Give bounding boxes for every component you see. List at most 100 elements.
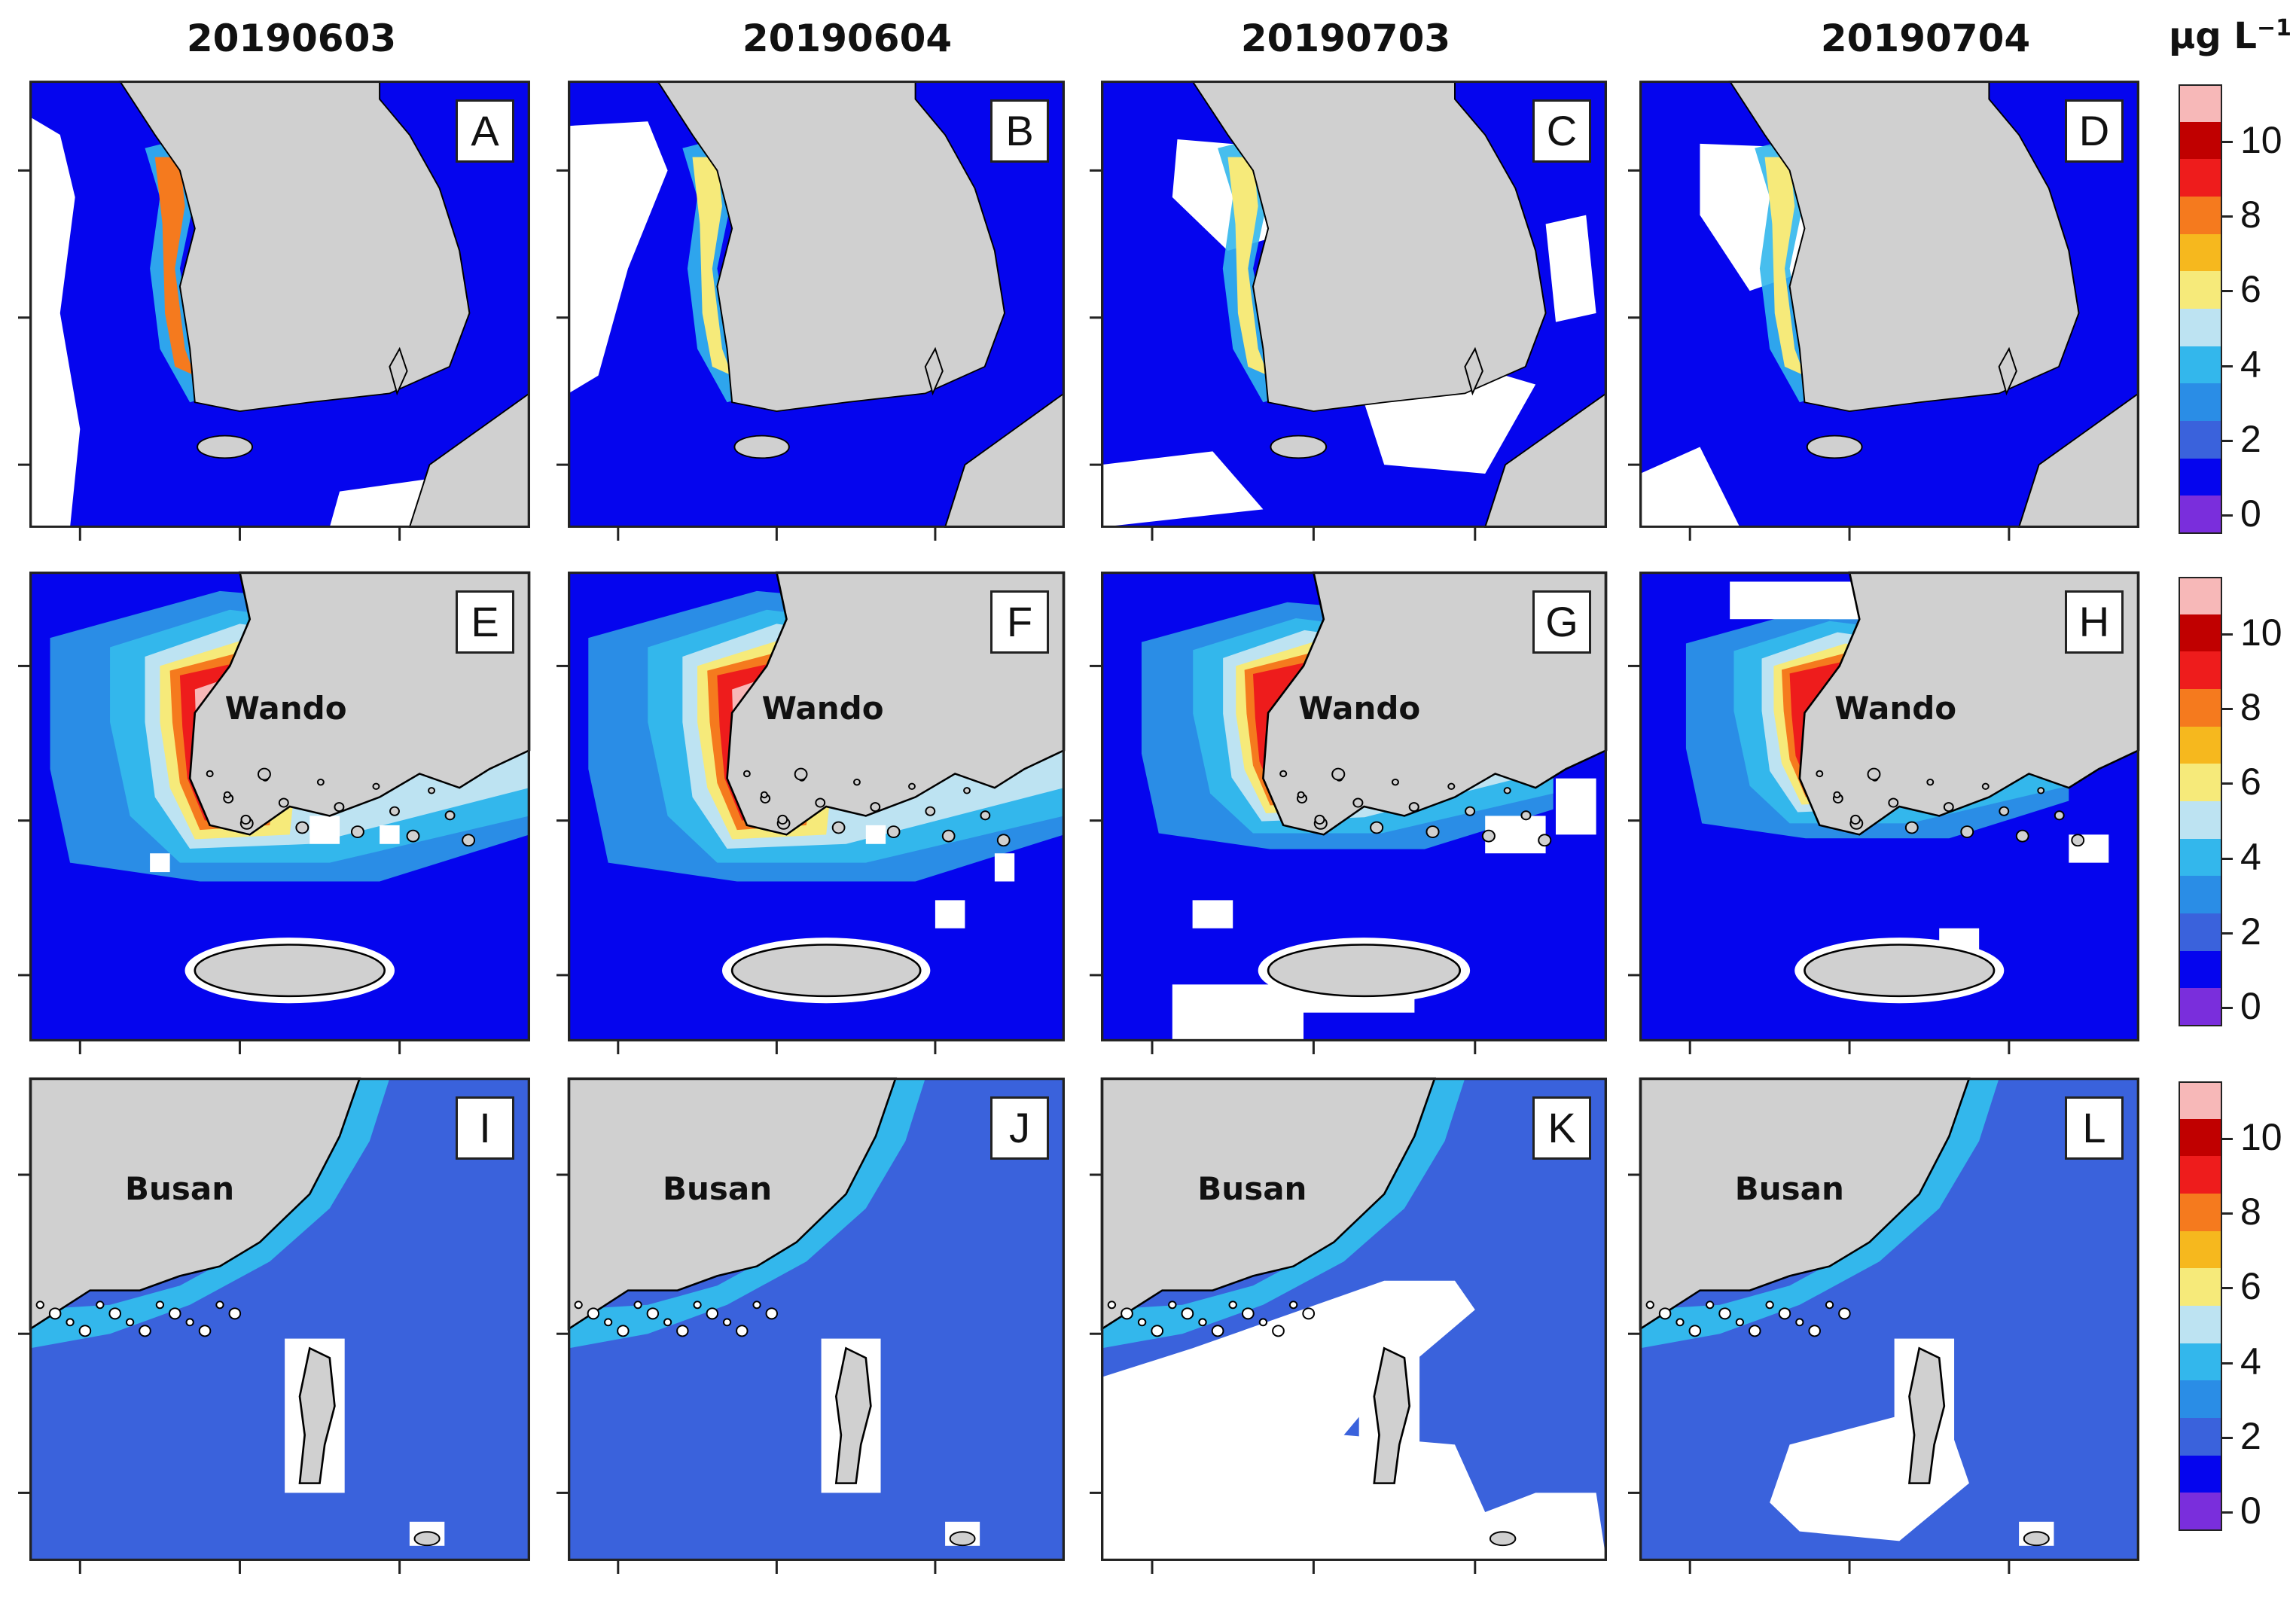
panel-letter: E bbox=[456, 590, 514, 654]
place-label-wando: Wando bbox=[1834, 689, 1957, 727]
map-frame bbox=[1639, 81, 2139, 528]
axis-ticks bbox=[18, 664, 401, 1054]
colorbar-tick bbox=[2222, 290, 2233, 293]
map-layers bbox=[1102, 81, 1608, 528]
place-label-wando: Wando bbox=[224, 689, 347, 727]
axis-ticks bbox=[556, 1173, 937, 1574]
colorbar-2 bbox=[2179, 577, 2222, 1026]
colorbar-segment bbox=[2179, 271, 2222, 309]
map-image bbox=[1100, 81, 1608, 528]
colorbar-segment bbox=[2179, 764, 2222, 802]
colorbar-tick bbox=[2222, 707, 2233, 710]
panel-letter: H bbox=[2065, 590, 2124, 654]
map-panel-l: L Busan bbox=[1628, 1077, 2139, 1574]
colorbar-segment bbox=[2179, 876, 2222, 914]
map-panel-f: F Wando bbox=[556, 571, 1066, 1054]
colorbar-tick-label: 0 bbox=[2240, 1490, 2261, 1532]
colorbar-segment bbox=[2179, 1493, 2222, 1531]
colorbar-tick-label: 4 bbox=[2240, 1340, 2261, 1383]
panel-letter: A bbox=[456, 99, 514, 163]
colorbar-segment bbox=[2179, 1306, 2222, 1344]
colorbar-segment bbox=[2179, 233, 2222, 273]
colorbar-segment bbox=[2179, 1380, 2222, 1419]
map-image bbox=[29, 571, 531, 1041]
map-layers bbox=[569, 571, 1066, 1041]
panel-letter: K bbox=[1532, 1096, 1591, 1160]
axis-ticks bbox=[1090, 169, 1477, 541]
place-label-wando: Wando bbox=[1298, 689, 1421, 727]
axis-ticks bbox=[556, 169, 937, 541]
map-layers bbox=[1639, 1077, 2139, 1560]
colorbar-segment bbox=[2179, 1268, 2222, 1307]
panel-letter: L bbox=[2065, 1096, 2124, 1160]
colorbar-tick-label: 2 bbox=[2240, 417, 2261, 460]
map-layers bbox=[30, 81, 530, 528]
colorbar-tick-label: 6 bbox=[2240, 268, 2261, 311]
colorbar-segment bbox=[2179, 1455, 2222, 1494]
colorbar-segment bbox=[2179, 1081, 2222, 1120]
map-layers bbox=[29, 1077, 529, 1560]
colorbar-tick-label: 2 bbox=[2240, 910, 2261, 953]
map-layers bbox=[1640, 81, 2139, 528]
map-panel-k: K Busan bbox=[1090, 1077, 1608, 1574]
colorbar-tick bbox=[2222, 1436, 2233, 1439]
colorbar-tick bbox=[2222, 782, 2233, 785]
colorbar-tick bbox=[2222, 932, 2233, 935]
colorbar-segment bbox=[2179, 383, 2222, 422]
colorbar-tick-label: 8 bbox=[2240, 685, 2261, 728]
colorbar-tick bbox=[2222, 1361, 2233, 1365]
colorbar-segment bbox=[2179, 1343, 2222, 1382]
map-layers bbox=[1640, 571, 2140, 1041]
panel-letter: G bbox=[1532, 590, 1591, 654]
axis-ticks bbox=[18, 169, 401, 541]
colorbar-3 bbox=[2179, 1081, 2222, 1531]
colorbar-tick bbox=[2222, 514, 2233, 517]
map-frame bbox=[29, 572, 530, 1041]
map-frame bbox=[1100, 572, 1608, 1041]
panel-letter: B bbox=[990, 99, 1049, 163]
map-image bbox=[567, 1077, 1065, 1561]
axis-ticks bbox=[556, 664, 937, 1054]
date-header-2: 20190604 bbox=[742, 17, 953, 60]
colorbar-segment bbox=[2179, 1194, 2222, 1232]
map-image bbox=[1639, 571, 2140, 1041]
colorbar-tick-label: 10 bbox=[2240, 118, 2282, 161]
colorbar-segment bbox=[2179, 121, 2222, 160]
place-label-busan: Busan bbox=[124, 1169, 235, 1207]
map-panel-d: D bbox=[1628, 81, 2139, 541]
colorbar-tick bbox=[2222, 364, 2233, 367]
map-image bbox=[1639, 81, 2139, 528]
map-panel-h: H Wando bbox=[1628, 571, 2140, 1054]
axis-ticks bbox=[1628, 664, 2011, 1054]
colorbar-segment bbox=[2179, 726, 2222, 765]
colorbar-tick bbox=[2222, 1511, 2233, 1514]
colorbar-segment bbox=[2179, 577, 2222, 615]
colorbar-tick bbox=[2222, 215, 2233, 218]
map-panel-i: I Busan bbox=[18, 1077, 530, 1574]
map-image bbox=[1100, 1077, 1608, 1561]
date-header-3: 20190703 bbox=[1240, 17, 1451, 60]
panel-letter: F bbox=[990, 590, 1049, 654]
map-image bbox=[568, 81, 1065, 528]
colorbar-segment bbox=[2179, 651, 2222, 690]
colorbar-tick-label: 8 bbox=[2240, 193, 2261, 236]
colorbar-segment bbox=[2179, 1156, 2222, 1194]
colorbar-tick bbox=[2222, 857, 2233, 860]
colorbar-tick bbox=[2222, 1287, 2233, 1290]
axis-ticks bbox=[18, 1173, 401, 1574]
colorbar-segment bbox=[2179, 84, 2222, 123]
colorbar-tick-label: 6 bbox=[2240, 1265, 2261, 1308]
colorbar-1 bbox=[2179, 84, 2222, 534]
map-image bbox=[29, 1077, 530, 1561]
map-frame bbox=[29, 1078, 530, 1561]
map-panel-g: G Wando bbox=[1090, 571, 1608, 1054]
colorbar-segment bbox=[2179, 988, 2222, 1026]
map-panel-a: A bbox=[18, 81, 530, 541]
colorbar-segment bbox=[2179, 689, 2222, 727]
colorbar-tick-label: 10 bbox=[2240, 1115, 2282, 1158]
date-header-1: 20190603 bbox=[186, 17, 397, 60]
map-image bbox=[568, 571, 1066, 1041]
place-label-wando: Wando bbox=[761, 689, 884, 727]
colorbar-segment bbox=[2179, 614, 2222, 653]
colorbar-segment bbox=[2179, 801, 2222, 840]
